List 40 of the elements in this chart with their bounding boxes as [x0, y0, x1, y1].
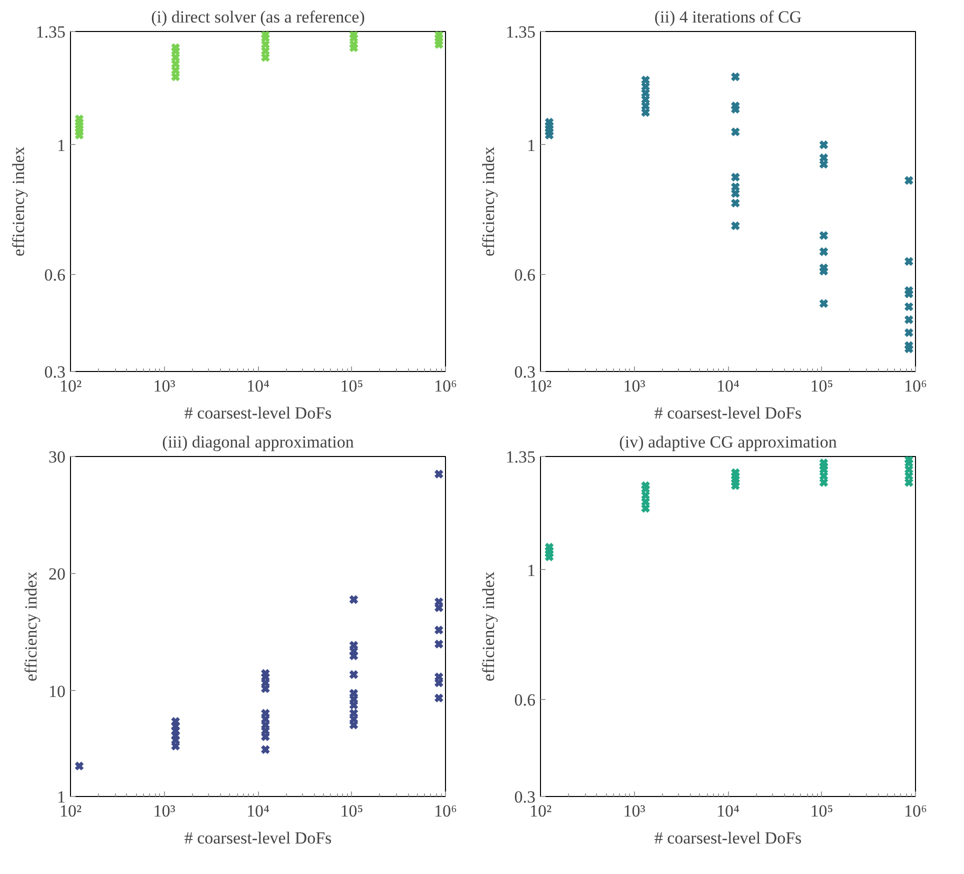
y-axis-title: efficiency index: [478, 146, 498, 256]
x-tick-label: 10⁵: [340, 376, 364, 396]
x-tick-label: 10⁴: [716, 376, 740, 396]
y-tick-label: 1.35: [506, 22, 536, 42]
x-tick-label: 10⁵: [810, 376, 834, 396]
x-tick-label: 10³: [623, 802, 646, 820]
x-tick-label: 10⁴: [716, 802, 740, 820]
x-tick-label: 10⁶: [904, 802, 928, 820]
x-axis-title: # coarsest-level DoFs: [184, 828, 332, 848]
y-tick-label: 1.35: [36, 22, 66, 42]
x-tick-label: 10⁶: [434, 802, 458, 820]
x-tick-label: 10³: [153, 802, 176, 820]
y-tick-label: 1: [57, 136, 66, 155]
y-axis-title: efficiency index: [22, 571, 40, 682]
chart-title: (iv) adaptive CG approximation: [619, 432, 838, 452]
x-tick-label: 10⁶: [904, 376, 928, 396]
y-tick-label: 0.6: [44, 265, 66, 284]
y-axis-title: efficiency index: [478, 571, 498, 682]
chart-title: (i) direct solver (as a reference): [151, 8, 365, 26]
y-tick-label: 1.35: [506, 448, 536, 466]
y-tick-label: 0.6: [514, 690, 536, 710]
y-tick-label: 0.6: [514, 265, 536, 284]
y-tick-label: 1: [527, 560, 536, 580]
x-axis-title: # coarsest-level DoFs: [654, 828, 802, 848]
x-tick-label: 10³: [153, 376, 176, 396]
x-tick-label: 10³: [623, 376, 646, 396]
chart-title: (ii) 4 iterations of CG: [654, 8, 802, 26]
x-axis-title: # coarsest-level DoFs: [184, 404, 332, 422]
x-tick-label: 10⁴: [246, 802, 270, 820]
x-tick-label: 10⁵: [810, 802, 834, 820]
x-tick-label: 10⁵: [340, 802, 364, 820]
chart-title: (iii) diagonal approximation: [162, 432, 354, 452]
x-axis-title: # coarsest-level DoFs: [654, 404, 802, 422]
y-axis-title: efficiency index: [8, 146, 28, 256]
x-tick-label: 10⁶: [434, 376, 458, 396]
y-tick-label: 1: [527, 136, 536, 155]
x-tick-label: 10⁴: [246, 376, 270, 396]
y-tick-label: 20: [48, 564, 66, 584]
y-tick-label: 30: [48, 448, 66, 466]
y-tick-label: 10: [48, 682, 66, 701]
